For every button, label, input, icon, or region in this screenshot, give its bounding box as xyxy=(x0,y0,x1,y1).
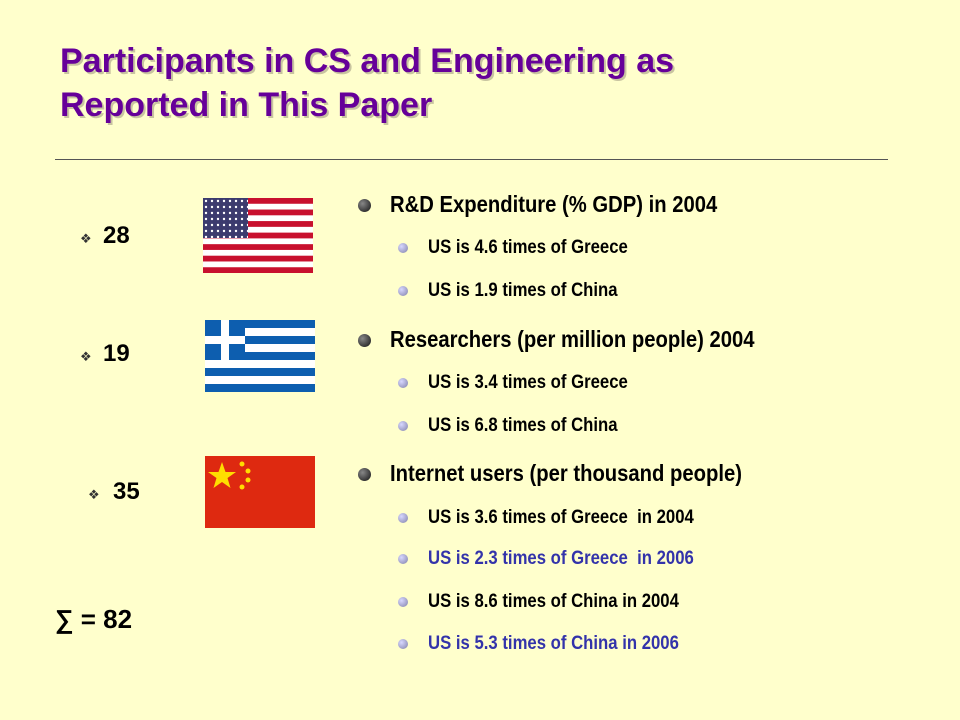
bullet xyxy=(358,334,371,347)
section-item: US is 6.8 times of China xyxy=(428,415,618,436)
section-heading: Internet users (per thousand people) xyxy=(390,460,742,486)
participant-count: 35 xyxy=(113,478,140,505)
section-item: US is 8.6 times of China in 2004 xyxy=(428,591,679,612)
greece-flag xyxy=(205,320,315,392)
bullet xyxy=(398,421,408,431)
section-item: US is 1.9 times of China xyxy=(428,280,618,301)
bullet xyxy=(398,597,408,607)
section-heading: R&D Expenditure (% GDP) in 2004 xyxy=(390,191,718,217)
section-item: US is 5.3 times of China in 2006 xyxy=(428,633,679,654)
section-item: US is 2.3 times of Greece in 2006 xyxy=(428,548,694,569)
diamond-bullet: ❖ xyxy=(80,231,92,246)
bullet xyxy=(398,554,408,564)
bullet xyxy=(398,513,408,523)
title-line: Reported in This Paper xyxy=(60,86,433,124)
bullet xyxy=(358,468,371,481)
diamond-bullet: ❖ xyxy=(88,487,100,502)
bullet xyxy=(398,639,408,649)
us-flag xyxy=(203,198,313,273)
section-item: US is 4.6 times of Greece xyxy=(428,237,628,258)
china-flag xyxy=(205,456,315,528)
diamond-bullet: ❖ xyxy=(80,349,92,364)
title-line: Participants in CS and Engineering as xyxy=(60,42,675,80)
bullet xyxy=(398,243,408,253)
bullet xyxy=(398,378,408,388)
section-item: US is 3.4 times of Greece xyxy=(428,372,628,393)
bullet xyxy=(358,199,371,212)
section-item: US is 3.6 times of Greece in 2004 xyxy=(428,507,694,528)
sum: ∑ = 82 xyxy=(55,604,133,634)
participant-count: 19 xyxy=(103,340,130,367)
bullet xyxy=(398,286,408,296)
participant-count: 28 xyxy=(103,222,130,249)
title-rule xyxy=(55,159,888,160)
section-heading: Researchers (per million people) 2004 xyxy=(390,326,755,352)
